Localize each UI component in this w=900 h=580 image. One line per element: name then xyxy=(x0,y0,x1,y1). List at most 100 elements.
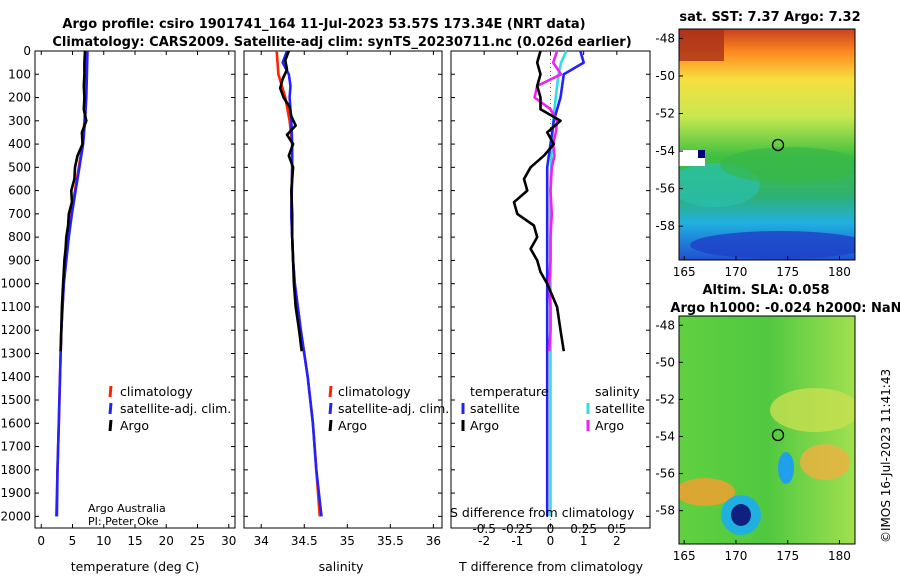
s-diff-tick-label: 0.25 xyxy=(570,522,597,536)
salinity-axis-label: salinity xyxy=(319,559,364,574)
sst-green-band xyxy=(720,147,855,183)
x-tick-label: -1 xyxy=(511,534,523,548)
legend-climatology-label: climatology xyxy=(120,384,193,399)
y-tick-label: 1400 xyxy=(0,370,31,384)
y-tick-label: 1500 xyxy=(0,393,31,407)
map-y-tick-label: -50 xyxy=(655,355,675,369)
map-y-tick-label: -56 xyxy=(655,467,675,481)
y-tick-label: 400 xyxy=(8,137,31,151)
x-tick-label: 35 xyxy=(340,534,355,548)
sla-profile-marker xyxy=(771,428,785,442)
y-tick-label: 800 xyxy=(8,230,31,244)
sla-cyan-eddy-north xyxy=(778,452,794,484)
t-difference-axis-label: T difference from climatology xyxy=(458,559,644,574)
s-diff-tick-label: -0.25 xyxy=(502,522,533,536)
temperature-axis-label: temperature (deg C) xyxy=(71,559,200,574)
imos-credit: ©IMOS 16-Jul-2023 11:41:43 xyxy=(879,369,893,543)
legend-climatology-swatch xyxy=(328,385,333,398)
salinity-argo-line xyxy=(278,50,303,352)
legend-argo-swatch xyxy=(328,419,333,432)
x-tick-label: 10 xyxy=(96,534,111,548)
y-tick-label: 1800 xyxy=(0,463,31,477)
x-tick-label: 5 xyxy=(69,534,77,548)
x-tick-label: 36 xyxy=(426,534,441,548)
map-y-tick-label: -56 xyxy=(655,182,675,196)
y-tick-label: 2000 xyxy=(0,509,31,523)
legend-argo-label: Argo xyxy=(338,418,367,433)
sst-warm-corner xyxy=(679,29,724,61)
sla-orange-blob xyxy=(679,478,735,506)
temperature-satellite-adj-clim--line xyxy=(55,50,89,517)
legend-satellite-swatch xyxy=(328,402,333,415)
x-tick-label: 0 xyxy=(37,534,45,548)
x-tick-label: 25 xyxy=(190,534,205,548)
x-tick-label: 34.5 xyxy=(291,534,318,548)
salinity-legend: climatology satellite-adj. clim. Argo xyxy=(328,384,449,433)
map-x-tick-label: 170 xyxy=(724,265,747,279)
legend-salinity-title: salinity xyxy=(595,384,640,399)
difference-legend: temperature satellite Argo salinity sate… xyxy=(461,384,645,433)
sst-map xyxy=(679,29,855,260)
temperature-plot-frame xyxy=(34,50,236,529)
x-tick-label: -2 xyxy=(478,534,490,548)
y-tick-label: 700 xyxy=(8,207,31,221)
map-y-tick-label: -50 xyxy=(655,69,675,83)
s-difference-axis-label: S difference from climatology xyxy=(450,505,635,520)
legend-temp-satellite-label: satellite xyxy=(470,401,520,416)
y-tick-label: 1600 xyxy=(0,416,31,430)
difference-temperature-argo-line xyxy=(512,50,566,352)
y-tick-label: 900 xyxy=(8,253,31,267)
y-tick-label: 1700 xyxy=(0,440,31,454)
y-tick-label: 200 xyxy=(8,91,31,105)
y-tick-label: 1900 xyxy=(0,486,31,500)
sst-profile-marker xyxy=(771,138,785,152)
map-y-tick-label: -54 xyxy=(655,144,675,158)
temperature-argo-line xyxy=(59,50,88,352)
map-y-tick-label: -48 xyxy=(655,31,675,45)
x-tick-label: 1 xyxy=(580,534,588,548)
y-tick-label: 600 xyxy=(8,184,31,198)
sst-field xyxy=(679,29,855,260)
legend-argo-label: Argo xyxy=(120,418,149,433)
x-tick-label: 2 xyxy=(613,534,621,548)
legend-climatology-swatch xyxy=(108,385,113,398)
map-x-tick-label: 170 xyxy=(724,549,747,563)
difference-temperature-satellite-line xyxy=(545,50,586,517)
salinity-plot-frame xyxy=(243,50,443,529)
legend-satellite-label: satellite-adj. clim. xyxy=(338,401,449,416)
y-tick-label: 1000 xyxy=(0,277,31,291)
x-tick-label: 0 xyxy=(547,534,555,548)
credit-pi: PI: Peter Oke xyxy=(88,515,159,528)
map-y-tick-label: -52 xyxy=(655,392,675,406)
y-tick-label: 1200 xyxy=(0,323,31,337)
legend-climatology-label: climatology xyxy=(338,384,411,399)
legend-sal-satellite-label: satellite xyxy=(595,401,645,416)
map-x-tick-label: 180 xyxy=(828,549,851,563)
y-tick-label: 1300 xyxy=(0,346,31,360)
map-x-tick-label: 165 xyxy=(673,549,696,563)
x-tick-label: 20 xyxy=(159,534,174,548)
map-y-tick-label: -52 xyxy=(655,107,675,121)
s-diff-tick-label: -0.5 xyxy=(472,522,495,536)
map-y-tick-label: -48 xyxy=(655,318,675,332)
x-tick-label: 35.5 xyxy=(377,534,404,548)
y-tick-label: 500 xyxy=(8,160,31,174)
map-x-tick-label: 180 xyxy=(828,265,851,279)
credit-argo-australia: Argo Australia xyxy=(88,502,166,515)
y-tick-label: 100 xyxy=(8,67,31,81)
s-diff-tick-label: 0 xyxy=(547,522,555,536)
sla-map-title-line-1: Altim. SLA: 0.058 xyxy=(703,283,830,298)
sst-map-title: sat. SST: 7.37 Argo: 7.32 xyxy=(679,10,860,25)
sla-orange-east xyxy=(800,444,850,480)
map-x-tick-label: 175 xyxy=(776,549,799,563)
legend-temp-argo-label: Argo xyxy=(470,418,499,433)
sla-map-title-line-2: Argo h1000: -0.024 h2000: NaN xyxy=(670,301,900,316)
legend-satellite-label: satellite-adj. clim. xyxy=(120,401,231,416)
x-tick-label: 30 xyxy=(221,534,236,548)
y-tick-label: 0 xyxy=(23,44,31,58)
x-tick-label: 34 xyxy=(254,534,269,548)
map-x-tick-label: 175 xyxy=(776,265,799,279)
s-diff-tick-label: 0.5 xyxy=(607,522,626,536)
map-y-tick-label: -58 xyxy=(655,219,675,233)
